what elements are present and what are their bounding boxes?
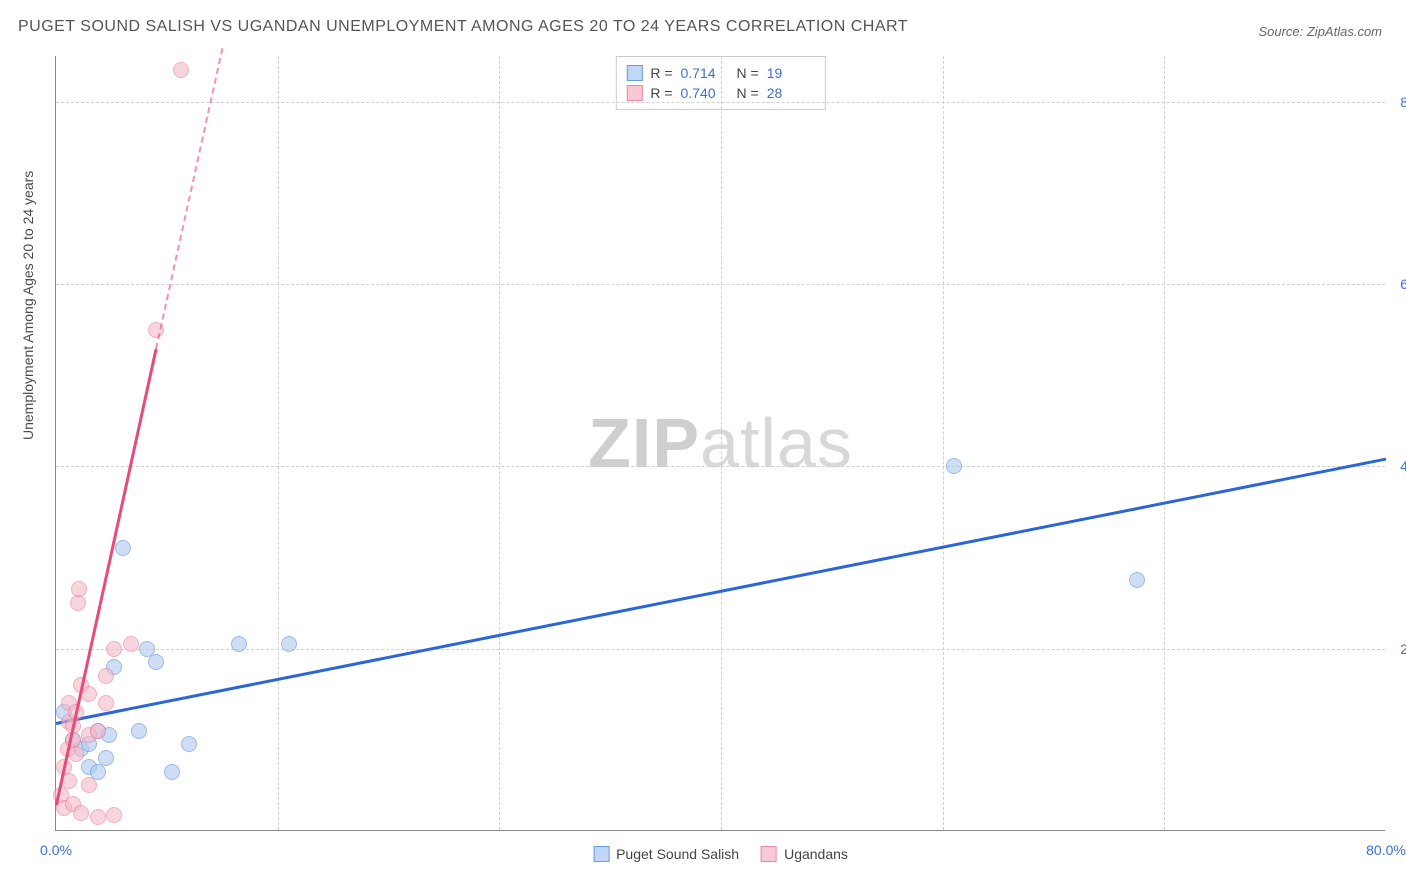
stat-r-label: R =	[650, 85, 672, 101]
gridline-vertical	[943, 56, 944, 830]
data-point	[164, 764, 180, 780]
legend-item: Puget Sound Salish	[593, 846, 739, 862]
chart-title: PUGET SOUND SALISH VS UGANDAN UNEMPLOYME…	[18, 18, 908, 36]
data-point	[123, 636, 139, 652]
data-point	[173, 62, 189, 78]
x-tick-label: 80.0%	[1366, 842, 1406, 858]
legend-label: Ugandans	[784, 846, 848, 862]
data-point	[181, 736, 197, 752]
chart-plot-area: ZIPatlas R =0.714N =19R =0.740N =28 Puge…	[55, 56, 1385, 831]
data-point	[90, 809, 106, 825]
y-tick-label: 80.0%	[1400, 94, 1406, 110]
data-point	[71, 581, 87, 597]
y-tick-label: 40.0%	[1400, 458, 1406, 474]
data-point	[281, 636, 297, 652]
legend-swatch	[761, 846, 777, 862]
data-point	[98, 695, 114, 711]
series-legend: Puget Sound Salish Ugandans	[593, 846, 848, 862]
data-point	[98, 668, 114, 684]
gridline-vertical	[721, 56, 722, 830]
stat-n-value: 28	[767, 85, 815, 101]
y-tick-label: 20.0%	[1400, 641, 1406, 657]
data-point	[81, 777, 97, 793]
legend-item: Ugandans	[761, 846, 848, 862]
watermark-light: atlas	[700, 404, 853, 482]
legend-swatch	[626, 65, 642, 81]
data-point	[70, 595, 86, 611]
data-point	[98, 750, 114, 766]
legend-swatch	[593, 846, 609, 862]
gridline-vertical	[499, 56, 500, 830]
y-axis-title: Unemployment Among Ages 20 to 24 years	[20, 171, 36, 440]
data-point	[148, 654, 164, 670]
data-point	[946, 458, 962, 474]
legend-label: Puget Sound Salish	[616, 846, 739, 862]
stat-r-label: R =	[650, 65, 672, 81]
gridline-vertical	[1164, 56, 1165, 830]
source-label: Source: ZipAtlas.com	[1258, 24, 1382, 39]
data-point	[81, 686, 97, 702]
data-point	[1129, 572, 1145, 588]
x-tick-label: 0.0%	[40, 842, 72, 858]
data-point	[106, 807, 122, 823]
y-tick-label: 60.0%	[1400, 276, 1406, 292]
stat-n-label: N =	[737, 85, 759, 101]
stat-n-value: 19	[767, 65, 815, 81]
gridline-vertical	[278, 56, 279, 830]
stat-n-label: N =	[737, 65, 759, 81]
data-point	[131, 723, 147, 739]
data-point	[68, 746, 84, 762]
data-point	[106, 641, 122, 657]
data-point	[90, 723, 106, 739]
data-point	[115, 540, 131, 556]
data-point	[231, 636, 247, 652]
legend-swatch	[626, 85, 642, 101]
data-point	[73, 805, 89, 821]
watermark-bold: ZIP	[588, 404, 700, 482]
trendline	[155, 48, 223, 349]
